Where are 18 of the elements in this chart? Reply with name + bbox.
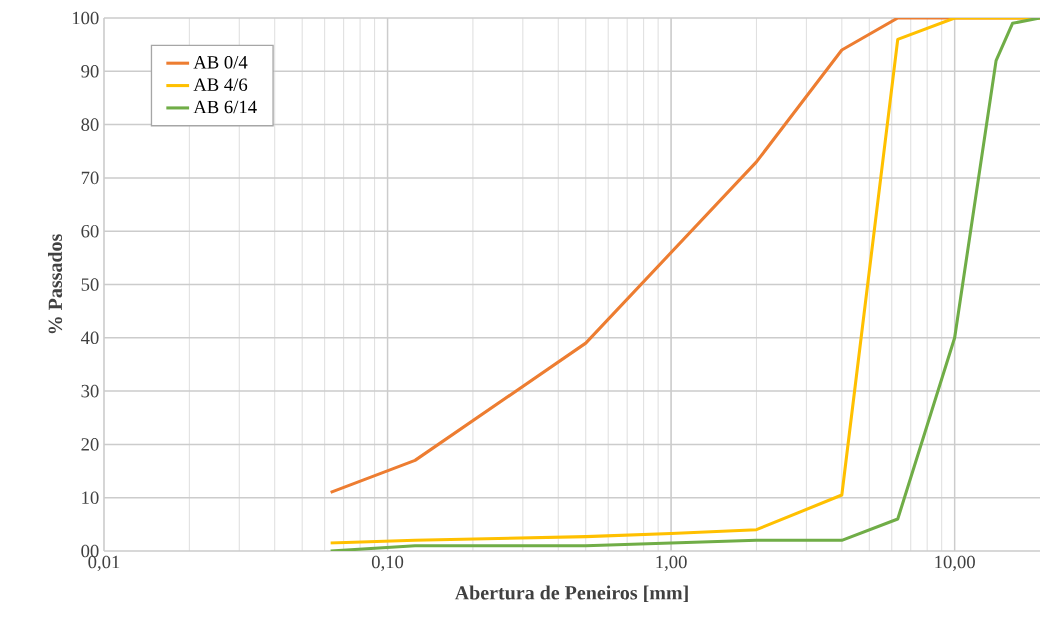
x-tick-label: 1,00 (656, 555, 687, 571)
y-tick-label: 10 (82, 491, 99, 504)
y-tick-label: 60 (81, 224, 99, 238)
y-tick-label: 20 (81, 438, 99, 451)
y-tick-label: 80 (81, 118, 99, 131)
y-tick-label: 70 (81, 171, 99, 185)
x-tick-label: 10,00 (935, 555, 975, 571)
y-axis-title: % Passados (48, 234, 63, 334)
y-tick-label: 50 (81, 278, 99, 291)
y-tick-label: 40 (80, 331, 99, 345)
y-tick-label: 90 (81, 64, 99, 78)
x-axis-title: Abertura de Peneiros [mm] (454, 585, 688, 603)
legend-label: AB 4/6 (193, 78, 248, 91)
y-tick-label: 30 (81, 384, 99, 398)
y-tick-label: 100 (72, 11, 99, 25)
legend-label: AB 0/4 (193, 55, 248, 69)
legend-label: AB 6/14 (193, 100, 257, 114)
x-tick-label: 0,10 (371, 555, 404, 571)
